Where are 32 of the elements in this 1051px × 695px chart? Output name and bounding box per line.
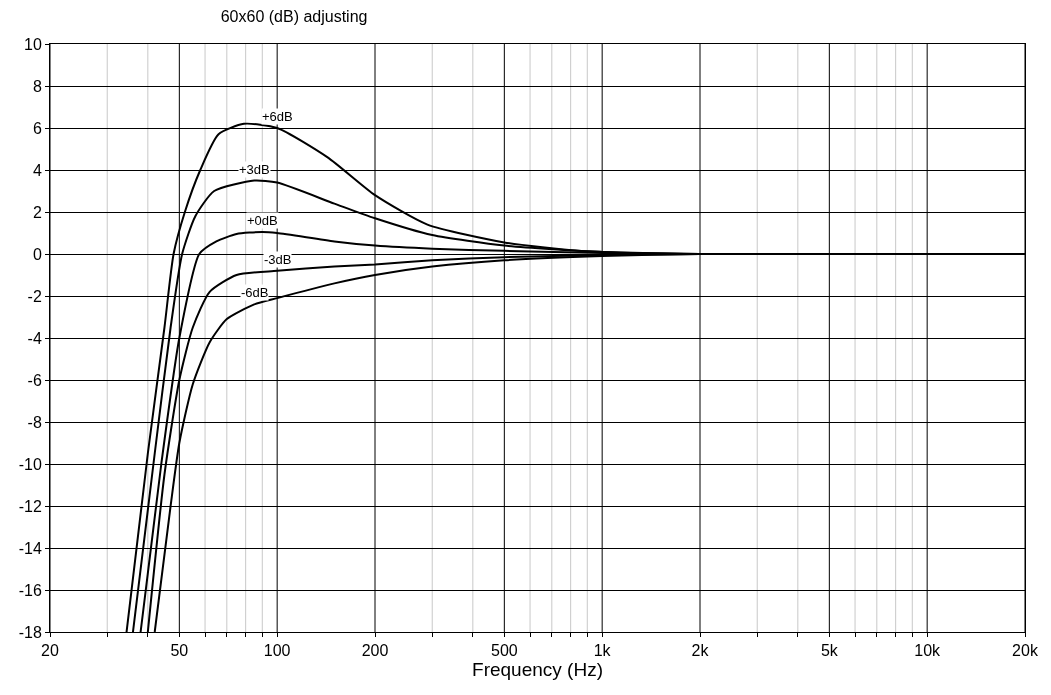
y-tick-label: -14	[18, 539, 42, 557]
y-tick-label: 6	[32, 119, 42, 137]
y-tick-label: -8	[27, 413, 42, 431]
y-tick-label: -10	[18, 455, 42, 473]
chart-title: 60x60 (dB) adjusting	[220, 7, 368, 25]
series-label: +0dB	[247, 213, 278, 228]
x-tick-label: 1k	[593, 642, 612, 660]
y-tick-label: 8	[32, 77, 42, 95]
y-tick-label: 2	[32, 203, 42, 221]
y-tick-label: 10	[24, 35, 42, 53]
y-tick-label: -12	[18, 497, 42, 515]
y-tick-label: 4	[32, 161, 42, 179]
x-tick-label: 200	[361, 642, 389, 660]
x-tick-label: 5k	[820, 642, 839, 660]
x-tick-label: 20	[41, 642, 59, 660]
x-tick-label: 2k	[691, 642, 710, 660]
x-tick-label: 500	[490, 642, 518, 660]
series-label: +3dB	[239, 162, 270, 177]
y-tick-label: -2	[27, 287, 42, 305]
x-tick-label: 20k	[1012, 642, 1039, 660]
y-tick-label: -4	[27, 329, 42, 347]
x-tick-label: 50	[170, 642, 189, 660]
x-tick-label: 10k	[914, 642, 942, 660]
series-label: +6dB	[262, 109, 293, 124]
y-tick-label: -6	[27, 371, 42, 389]
series-label: -6dB	[241, 285, 269, 300]
series-label: -3dB	[264, 252, 292, 267]
x-tick-label: 100	[263, 642, 291, 660]
y-tick-label: 0	[32, 245, 42, 263]
x-axis-title: Frequency (Hz)	[472, 659, 603, 681]
y-tick-label: -16	[18, 581, 42, 599]
y-tick-label: -18	[18, 623, 42, 641]
